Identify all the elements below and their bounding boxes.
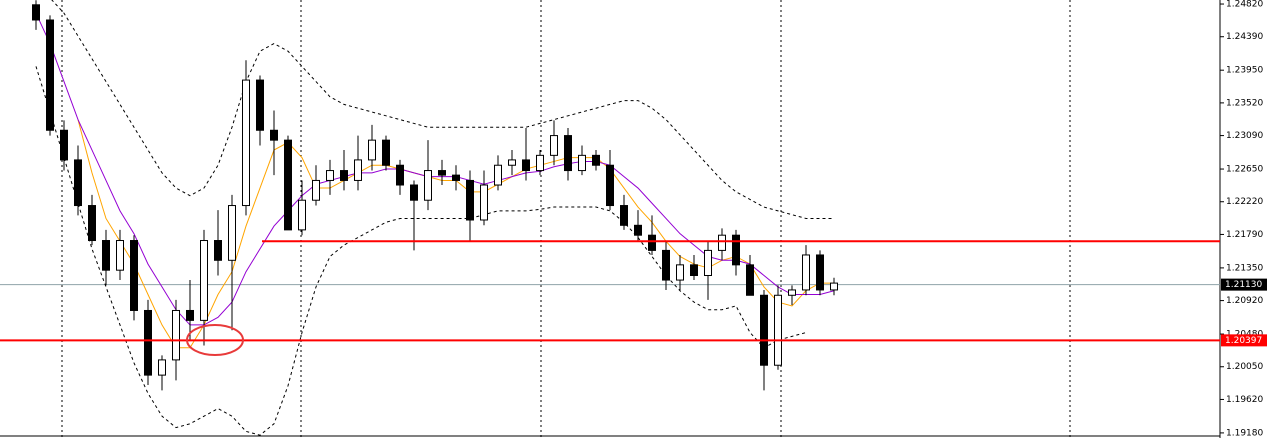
candle-body (312, 179, 320, 201)
candle-body (830, 282, 838, 291)
candle-body (158, 359, 166, 376)
y-tick-label: 1.22650 (1226, 165, 1263, 175)
y-tick-label: 1.20920 (1226, 296, 1263, 306)
indicator-line (35, 12, 835, 326)
current-price-label: 1.21130 (1225, 280, 1262, 290)
candle-body (508, 159, 516, 166)
candle-body (704, 249, 712, 276)
candle-body (144, 309, 152, 376)
candle-body (284, 139, 292, 231)
candle-body (32, 4, 40, 21)
y-tick-label: 1.19180 (1226, 428, 1263, 438)
candle-body (634, 224, 642, 236)
level-price-label: 1.20397 (1225, 336, 1262, 346)
candle-body (564, 135, 572, 172)
candle-body (186, 309, 194, 321)
candle-body (214, 240, 222, 261)
y-tick-label: 1.21790 (1226, 230, 1263, 240)
candle-body (648, 234, 656, 251)
y-tick-label: 1.24820 (1226, 0, 1263, 10)
candle-body (88, 205, 96, 242)
candle-body (116, 240, 124, 271)
candle-body (592, 154, 600, 166)
candle-body (102, 240, 110, 271)
candle-body (690, 264, 698, 276)
candle-body (578, 154, 586, 172)
candle-body (354, 159, 362, 181)
candle-body (326, 170, 334, 181)
y-tick-label: 1.19620 (1226, 395, 1263, 405)
candle-body (172, 309, 180, 361)
candle-body (746, 264, 754, 296)
candle-body (662, 249, 670, 281)
candle-body (46, 19, 54, 131)
candle-body (382, 139, 390, 166)
level-price-box (1221, 334, 1267, 347)
candle-body (774, 294, 782, 366)
candle-body (368, 139, 376, 161)
candle-body (74, 159, 82, 207)
candle-body (480, 184, 488, 221)
candle-body (802, 254, 810, 291)
candle-body (228, 205, 236, 261)
y-tick-label: 1.20050 (1226, 362, 1263, 372)
candle-body (788, 289, 796, 296)
y-tick-label: 1.21350 (1226, 263, 1263, 273)
candle-body (452, 174, 460, 181)
candle-body (424, 170, 432, 201)
candle-body (732, 234, 740, 266)
candle-body (816, 254, 824, 291)
candle-body (550, 135, 558, 156)
indicator-line (51, 0, 834, 219)
y-tick-label: 1.22220 (1226, 197, 1263, 207)
candle-body (760, 294, 768, 366)
candle-body (536, 154, 544, 172)
y-tick-label: 1.24390 (1226, 32, 1263, 42)
candle-body (620, 205, 628, 226)
candle-body (298, 199, 306, 231)
candle-body (438, 170, 446, 176)
candle-body (522, 159, 530, 172)
candle-body (242, 79, 250, 207)
candle-body (410, 184, 418, 201)
candle-body (718, 234, 726, 251)
candle-body (676, 264, 684, 281)
candle-body (200, 240, 208, 321)
y-tick-label: 1.23520 (1226, 98, 1263, 108)
y-tick-label: 1.23090 (1226, 131, 1263, 141)
candle-body (60, 129, 68, 161)
candle-body (396, 164, 404, 186)
candle-body (130, 240, 138, 311)
candle-body (606, 164, 614, 207)
candle-body (494, 164, 502, 186)
y-tick-label: 1.23950 (1226, 66, 1263, 76)
candle-body (256, 79, 264, 131)
candle-body (340, 170, 348, 181)
candle-body (466, 179, 474, 221)
candle-body (270, 129, 278, 141)
current-price-box (1221, 278, 1267, 291)
annotation-circle (186, 324, 244, 356)
